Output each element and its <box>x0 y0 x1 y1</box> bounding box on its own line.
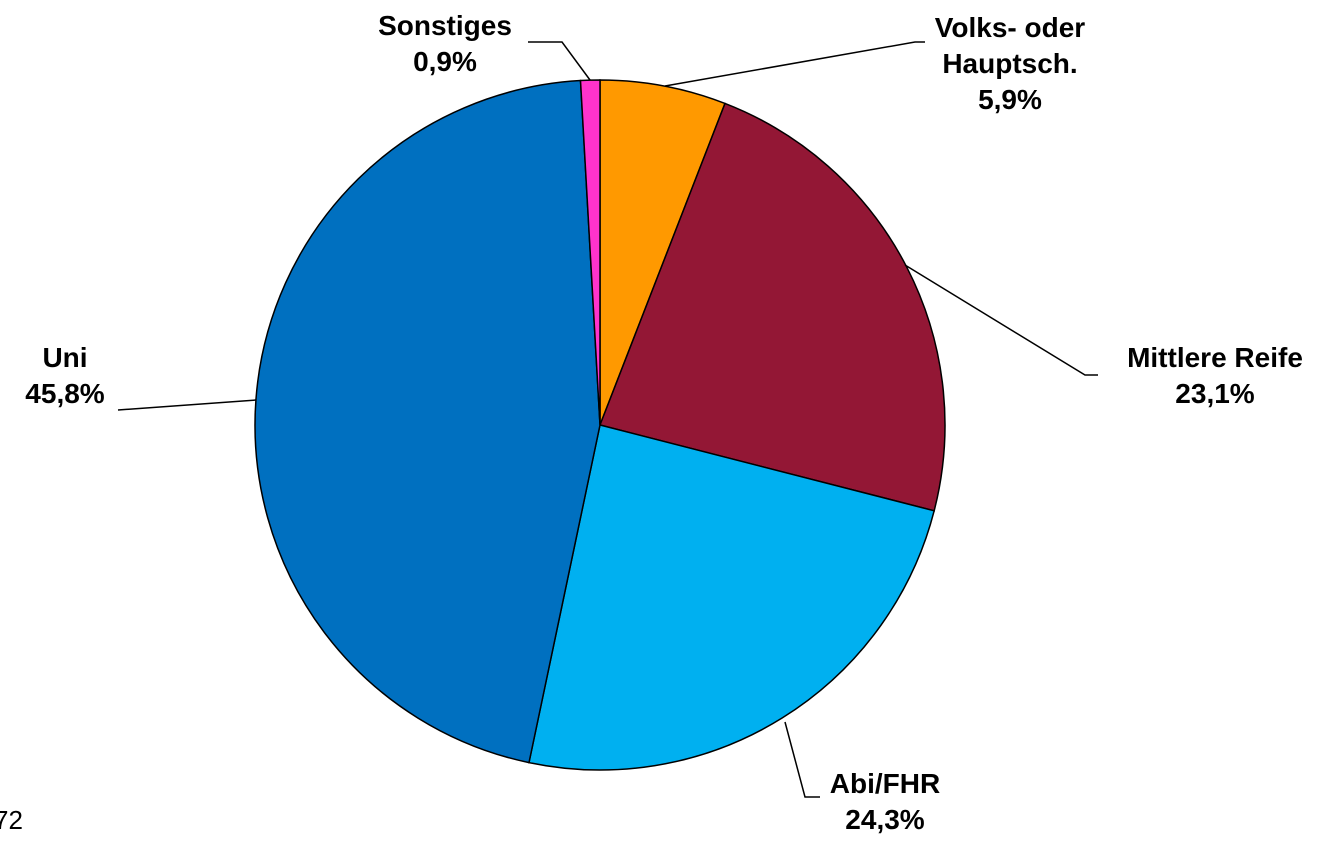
leader-line <box>784 721 820 798</box>
category-label: Sonstiges <box>378 10 512 41</box>
category-label: Uni <box>42 342 88 373</box>
leader-line <box>664 41 925 87</box>
leader-line <box>528 41 591 81</box>
pie-slice <box>254 79 601 764</box>
category-label: Volks- oder Hauptsch. <box>934 12 1086 79</box>
leader-line <box>117 399 257 411</box>
pie-slice <box>598 102 946 512</box>
pie-slice <box>599 79 726 426</box>
value-label: 23,1% <box>1175 378 1255 409</box>
pie-slice <box>579 79 601 426</box>
value-label: 24,3% <box>845 804 925 835</box>
value-label: 0,9% <box>413 46 477 77</box>
pie-slice <box>528 424 936 771</box>
category-label: Mittlere Reife <box>1127 342 1303 373</box>
slice-label: Abi/FHR 24,3% <box>785 766 985 838</box>
slice-label: Volks- oder Hauptsch. 5,9% <box>905 10 1115 118</box>
value-label: 5,9% <box>978 84 1042 115</box>
leader-line <box>904 264 1098 376</box>
category-label: Abi/FHR <box>829 768 941 799</box>
value-label: 45,8% <box>25 378 105 409</box>
slice-label: Uni 45,8% <box>0 340 130 412</box>
slice-label: Mittlere Reife 23,1% <box>1085 340 1330 412</box>
page-number: 72 <box>0 805 23 835</box>
slice-label: Sonstiges 0,9% <box>345 8 545 80</box>
